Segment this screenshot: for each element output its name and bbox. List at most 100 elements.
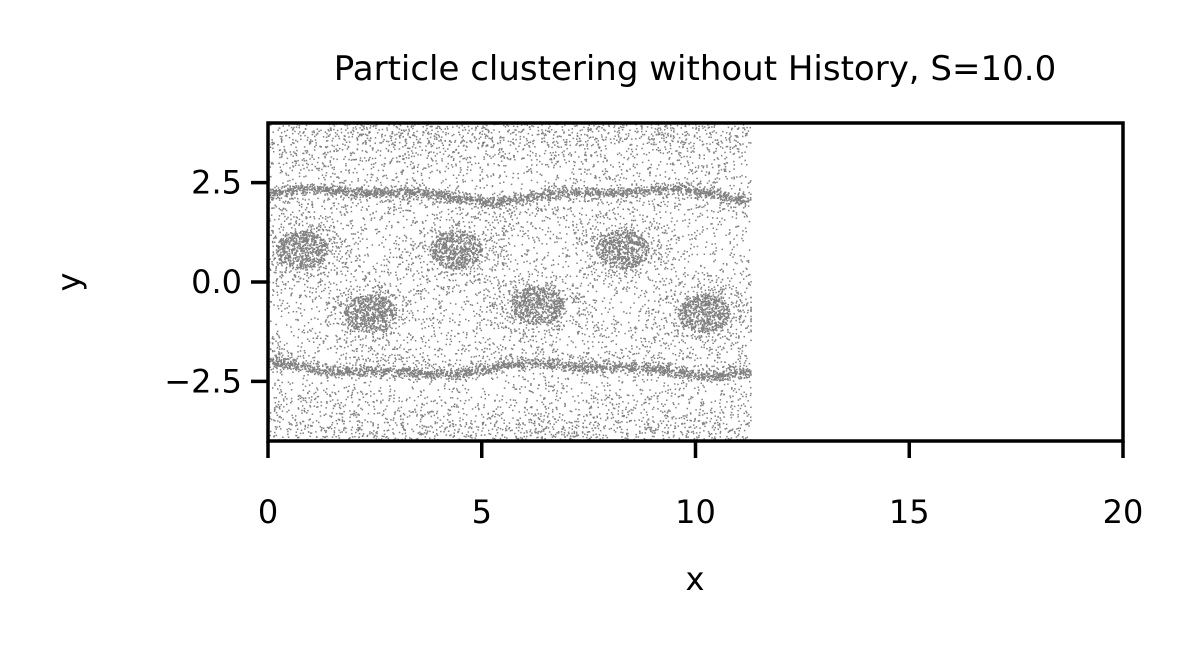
particle-point (613, 429, 615, 432)
particle-point (352, 171, 355, 174)
particle-point (492, 173, 495, 175)
particle-point (408, 254, 411, 257)
particle-point (302, 198, 304, 200)
particle-point (552, 408, 554, 411)
particle-point (636, 153, 638, 156)
particle-point (740, 314, 742, 317)
particle-point (307, 211, 310, 213)
particle-point (361, 393, 364, 395)
particle-point (352, 225, 354, 227)
particle-point (591, 232, 594, 234)
particle-point (643, 423, 646, 425)
particle-point (597, 422, 599, 425)
particle-point (568, 421, 570, 423)
particle-point (463, 157, 466, 160)
particle-point (403, 226, 405, 229)
particle-point (687, 274, 689, 276)
particle-point (705, 133, 708, 135)
particle-point (355, 412, 358, 414)
particle-point (422, 168, 424, 171)
particle-point (310, 399, 313, 401)
particle-point (434, 275, 436, 277)
particle-point (470, 356, 473, 358)
particle-point (717, 296, 719, 298)
particle-point (285, 172, 287, 174)
particle-point (407, 266, 410, 268)
particle-point (530, 159, 533, 161)
particle-point (533, 239, 535, 241)
particle-point (641, 147, 643, 150)
particle-point (681, 182, 683, 185)
particle-point (309, 362, 311, 365)
particle-point (370, 347, 373, 349)
particle-point (520, 200, 522, 202)
particle-point (670, 295, 673, 297)
particle-point (336, 220, 339, 222)
particle-point (592, 434, 595, 436)
particle-point (427, 131, 430, 133)
particle-point (501, 148, 503, 151)
particle-point (565, 179, 567, 182)
particle-point (346, 224, 348, 226)
particle-point (714, 182, 717, 184)
particle-point (398, 248, 400, 250)
particle-point (550, 159, 553, 161)
particle-point (320, 428, 323, 431)
particle-point (538, 318, 541, 320)
particle-point (487, 207, 489, 210)
particle-point (514, 399, 517, 402)
particle-point (662, 437, 665, 440)
particle-point (420, 266, 423, 269)
particle-point (678, 259, 680, 261)
particle-point (533, 378, 535, 380)
particle-point (564, 241, 567, 243)
particle-point (708, 171, 710, 173)
particle-point (272, 251, 274, 253)
particle-point (415, 256, 417, 259)
particle-point (399, 278, 402, 280)
particle-point (746, 268, 748, 270)
particle-point (351, 401, 354, 403)
particle-point (553, 158, 555, 160)
particle-point (486, 256, 488, 258)
particle-point (564, 312, 566, 314)
particle-point (395, 358, 397, 361)
particle-point (489, 238, 491, 241)
particle-point (447, 186, 449, 189)
particle-point (732, 210, 734, 212)
particle-point (572, 213, 574, 216)
particle-point (692, 430, 694, 433)
particle-point (693, 136, 696, 138)
particle-point (530, 179, 533, 182)
particle-point (473, 310, 475, 313)
particle-point (587, 311, 589, 313)
particle-point (740, 393, 743, 396)
particle-point (500, 160, 503, 162)
particle-point (715, 250, 717, 252)
particle-point (354, 126, 357, 128)
particle-point (561, 328, 563, 331)
particle-point (580, 144, 582, 146)
particle-point (273, 304, 275, 306)
particle-point (494, 212, 496, 215)
particle-point (439, 419, 442, 421)
particle-point (335, 148, 337, 150)
particle-point (302, 329, 305, 331)
particle-point (413, 381, 415, 383)
particle-point (283, 283, 285, 286)
particle-point (572, 243, 575, 246)
particle-point (719, 204, 721, 206)
particle-point (742, 270, 745, 273)
particle-point (480, 342, 482, 344)
particle-point (699, 136, 701, 138)
particle-point (667, 389, 669, 391)
particle-point (537, 284, 540, 287)
particle-point (653, 143, 655, 146)
particle-point (536, 164, 538, 166)
particle-point (307, 280, 309, 283)
particle-point (730, 252, 733, 254)
particle-point (347, 396, 349, 398)
particle-point (591, 315, 593, 317)
particle-point (542, 403, 545, 406)
particle-point (687, 225, 689, 228)
